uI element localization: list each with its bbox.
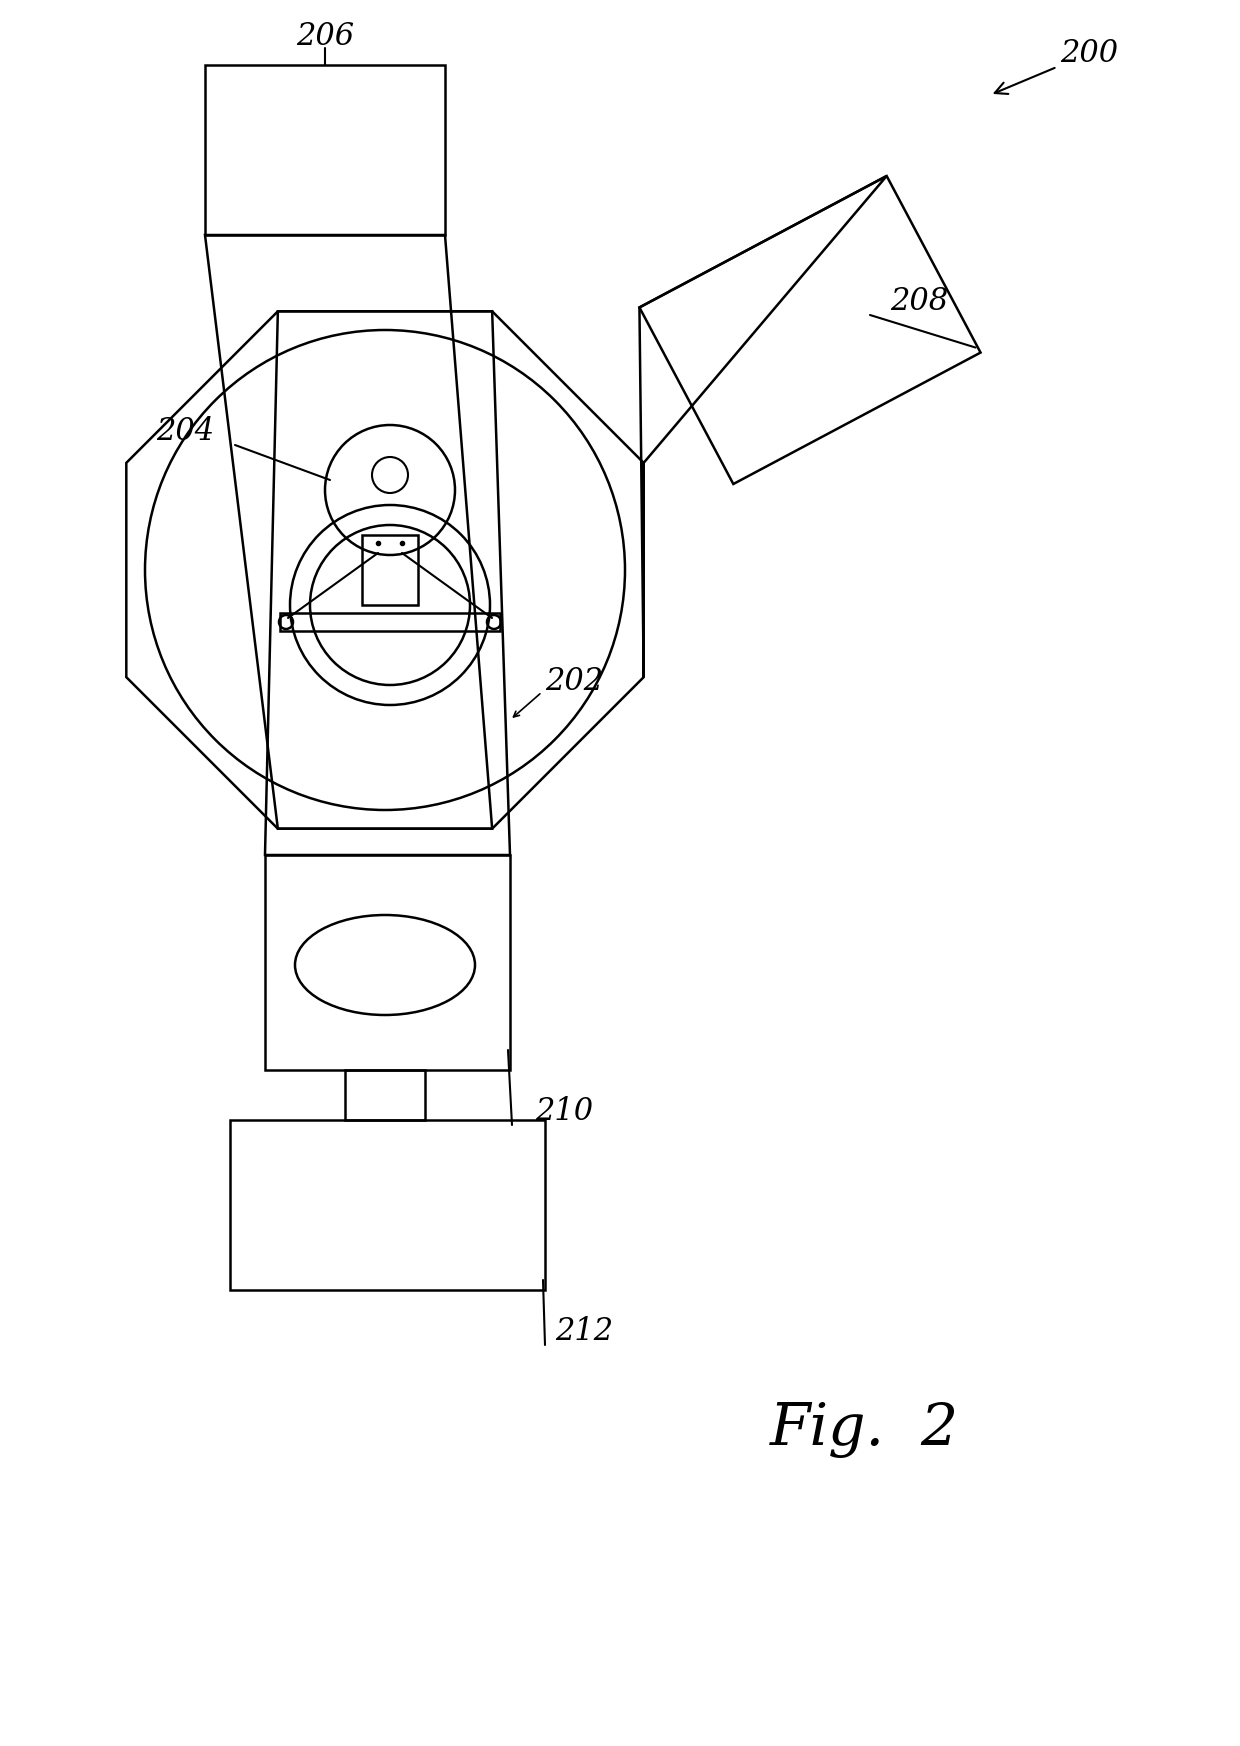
Text: Fig.  2: Fig. 2 [770, 1402, 959, 1458]
Text: 200: 200 [994, 38, 1118, 94]
Text: 212: 212 [556, 1316, 613, 1346]
Text: 202: 202 [546, 665, 603, 697]
Text: 210: 210 [534, 1096, 593, 1126]
Text: 204: 204 [156, 416, 215, 447]
Text: 206: 206 [296, 21, 355, 52]
Text: 208: 208 [890, 286, 949, 318]
